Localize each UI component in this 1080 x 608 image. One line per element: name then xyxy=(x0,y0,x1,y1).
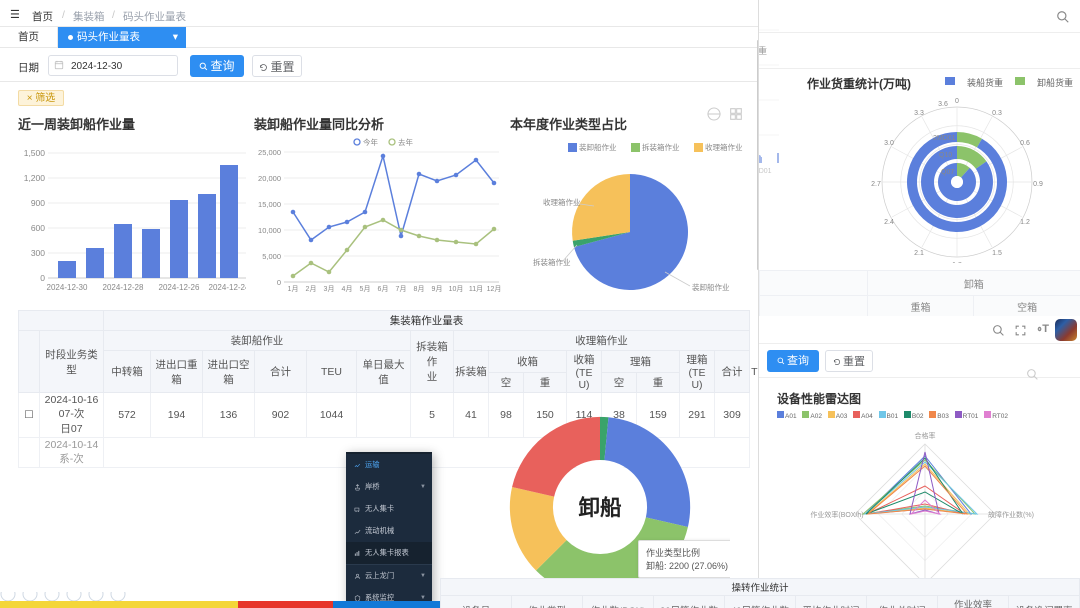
svg-text:0.9: 0.9 xyxy=(1033,181,1043,188)
svg-text:12月: 12月 xyxy=(487,285,502,293)
svg-text:2.4: 2.4 xyxy=(884,219,894,226)
svg-text:Q07: Q07 xyxy=(941,169,954,176)
svg-text:0.6: 0.6 xyxy=(1020,140,1030,147)
svg-text:5月: 5月 xyxy=(360,285,371,293)
svg-text:今年: 今年 xyxy=(363,137,378,147)
svg-text:2MD01: 2MD01 xyxy=(933,135,956,142)
svg-text:合格率: 合格率 xyxy=(915,431,936,440)
svg-text:10月: 10月 xyxy=(449,285,464,293)
svg-text:600: 600 xyxy=(31,223,45,233)
svg-text:0: 0 xyxy=(277,278,281,287)
svg-text:3.0: 3.0 xyxy=(884,140,894,147)
svg-text:3月: 3月 xyxy=(324,285,335,293)
svg-text:900: 900 xyxy=(31,198,45,208)
svg-text:故障作业数(%): 故障作业数(%) xyxy=(988,510,1034,519)
svg-text:8月: 8月 xyxy=(414,285,425,293)
svg-text:2024-12-30: 2024-12-30 xyxy=(47,283,88,292)
svg-text:1.2: 1.2 xyxy=(1020,219,1030,226)
svg-text:装卸船作业: 装卸船作业 xyxy=(692,282,730,292)
svg-text:5,000: 5,000 xyxy=(262,252,281,261)
svg-text:0: 0 xyxy=(40,273,45,283)
svg-text:20,000: 20,000 xyxy=(258,174,281,183)
svg-text:拆装箱作业: 拆装箱作业 xyxy=(642,142,680,152)
svg-text:3.3: 3.3 xyxy=(914,110,924,117)
svg-text:卸船: 卸船 xyxy=(578,495,622,520)
svg-text:2.1: 2.1 xyxy=(914,250,924,257)
svg-text:0: 0 xyxy=(955,98,959,105)
svg-text:作业效率(BOX/h): 作业效率(BOX/h) xyxy=(810,510,863,519)
svg-text:7月: 7月 xyxy=(396,285,407,293)
svg-text:1.5: 1.5 xyxy=(992,250,1002,257)
svg-text:2024-12-28: 2024-12-28 xyxy=(103,283,144,292)
svg-text:6月: 6月 xyxy=(378,285,389,293)
svg-text:2024-12-24: 2024-12-24 xyxy=(209,283,246,292)
svg-text:装卸船作业: 装卸船作业 xyxy=(579,142,617,152)
svg-text:1,500: 1,500 xyxy=(24,148,46,158)
svg-text:11月: 11月 xyxy=(469,285,483,293)
svg-text:3.6: 3.6 xyxy=(938,101,948,108)
svg-text:收理箱作业: 收理箱作业 xyxy=(705,142,743,152)
svg-text:收理箱作业: 收理箱作业 xyxy=(543,197,581,207)
svg-text:Q10: Q10 xyxy=(939,152,952,159)
svg-text:4月: 4月 xyxy=(342,285,353,293)
svg-text:300: 300 xyxy=(31,248,45,258)
svg-text:2024-12-26: 2024-12-26 xyxy=(159,283,200,292)
svg-text:1.8: 1.8 xyxy=(952,262,962,263)
svg-text:2.7: 2.7 xyxy=(871,181,881,188)
svg-text:0.3: 0.3 xyxy=(992,110,1002,117)
svg-text:25,000: 25,000 xyxy=(258,148,281,157)
svg-text:10,000: 10,000 xyxy=(258,226,281,235)
svg-text:1,200: 1,200 xyxy=(24,173,46,183)
svg-text:15,000: 15,000 xyxy=(258,200,281,209)
svg-text:1月: 1月 xyxy=(288,285,299,293)
svg-text:9月: 9月 xyxy=(432,285,443,293)
svg-text:2月: 2月 xyxy=(306,285,317,293)
svg-text:2MD01: 2MD01 xyxy=(758,168,772,175)
svg-text:去年: 去年 xyxy=(398,137,413,147)
